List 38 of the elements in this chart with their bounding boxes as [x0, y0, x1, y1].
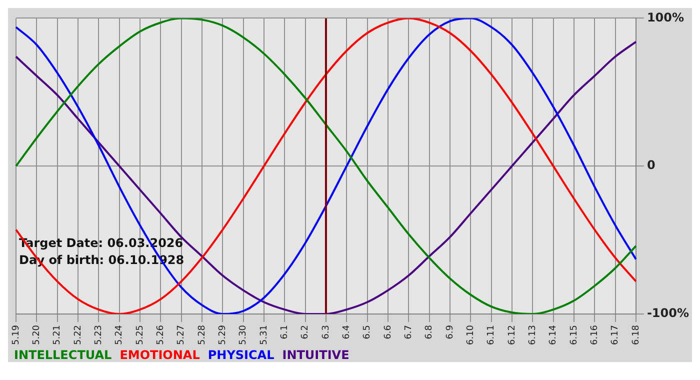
- x-tick-label: 6.16: [590, 324, 600, 346]
- x-tick-label: 5.24: [114, 324, 125, 346]
- x-tick-label: 5.26: [156, 324, 166, 346]
- x-tick-label: 6.4: [342, 324, 352, 340]
- x-tick-label: 6.2: [300, 324, 311, 340]
- x-tick-label: 6.8: [424, 324, 435, 340]
- y-tick-label: 0: [646, 158, 656, 172]
- x-tick-label: 5.29: [218, 324, 228, 346]
- x-tick-label: 5.21: [52, 324, 63, 346]
- x-tick-label: 6.3: [321, 324, 332, 340]
- x-tick-label: 6.18: [631, 324, 642, 346]
- x-tick-label: 6.11: [486, 324, 497, 346]
- x-tick-label: 5.30: [238, 324, 249, 346]
- x-tick-label: 6.17: [610, 324, 621, 346]
- x-tick-label: 6.10: [466, 324, 476, 346]
- x-tick-label: 5.28: [197, 324, 208, 346]
- x-tick-label: 5.20: [32, 324, 42, 346]
- x-tick-label: 5.19: [11, 324, 22, 346]
- x-tick-label: 5.27: [176, 324, 187, 346]
- x-tick-label: 6.9: [445, 324, 456, 340]
- x-tick-label: 6.1: [280, 324, 290, 340]
- text: INTELLECTUAL: [14, 348, 112, 362]
- text: PHYSICAL: [208, 348, 274, 362]
- x-tick-label: 6.13: [528, 324, 538, 346]
- x-tick-label: 5.22: [73, 324, 84, 346]
- x-tick-label: 6.6: [383, 324, 394, 340]
- x-tick-label: 6.7: [404, 324, 414, 340]
- x-tick-label: 5.23: [94, 324, 104, 346]
- x-tick-label: 5.31: [259, 324, 270, 346]
- x-tick-label: 6.5: [362, 324, 373, 340]
- y-tick-label: 100%: [646, 10, 684, 24]
- x-tick-label: 6.14: [548, 324, 559, 346]
- text: INTUITIVE: [282, 348, 350, 362]
- text: EMOTIONAL: [120, 348, 200, 362]
- y-tick-label: -100%: [646, 306, 690, 320]
- x-tick-label: 5.25: [135, 324, 146, 346]
- x-tick-label: 6.15: [569, 324, 580, 346]
- x-tick-label: 6.12: [507, 324, 518, 346]
